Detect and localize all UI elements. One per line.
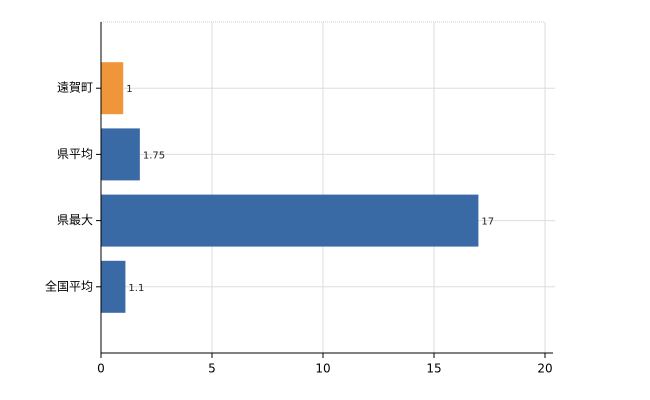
value-label: 1.75 — [143, 150, 165, 161]
value-label: 1.1 — [128, 283, 144, 294]
x-tick-label: 15 — [426, 362, 441, 376]
bar — [101, 128, 140, 181]
value-label: 17 — [481, 217, 494, 228]
bar — [101, 62, 124, 115]
x-tick-label: 5 — [208, 362, 216, 376]
y-tick-label: 県平均 — [57, 147, 93, 161]
y-tick-label: 遠賀町 — [57, 81, 93, 95]
bar — [101, 260, 126, 313]
x-tick-label: 10 — [315, 362, 330, 376]
y-tick-label: 全国平均 — [45, 278, 93, 293]
y-tick-label: 県最大 — [57, 213, 93, 227]
x-tick-label: 20 — [537, 362, 552, 376]
bar — [101, 194, 479, 247]
value-label: 1 — [126, 84, 132, 95]
x-tick-label: 0 — [97, 362, 105, 376]
